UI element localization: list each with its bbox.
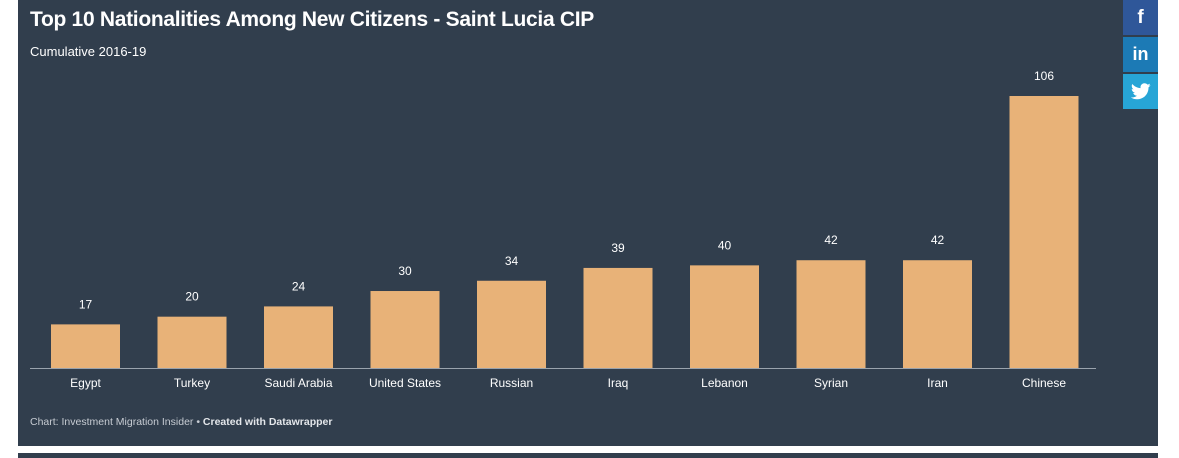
category-label: Chinese [1022, 376, 1066, 390]
category-label: Lebanon [701, 376, 748, 390]
value-label: 39 [611, 241, 625, 255]
bar-chart: 17 Egypt 20 Turkey 24 Saudi Arabia 30 United St… [30, 69, 1096, 390]
value-label: 42 [824, 233, 838, 247]
value-label: 42 [931, 233, 945, 247]
twitter-share-button[interactable] [1123, 74, 1158, 109]
bottom-divider [18, 453, 1158, 458]
category-label: Egypt [70, 376, 101, 390]
value-label: 20 [185, 290, 199, 304]
chart-footer: Chart: Investment Migration Insider • Cr… [30, 416, 332, 428]
bar-lebanon [690, 265, 759, 368]
value-label: 106 [1034, 69, 1054, 83]
category-label: Turkey [174, 376, 210, 390]
bar-egypt [51, 324, 120, 368]
value-label: 30 [398, 264, 412, 278]
facebook-share-button[interactable]: f [1123, 0, 1158, 35]
twitter-icon [1130, 83, 1151, 100]
bar-syrian [796, 260, 866, 368]
linkedin-share-button[interactable]: in [1123, 37, 1158, 72]
chart-panel: Top 10 Nationalities Among New Citizens … [18, 0, 1158, 446]
datawrapper-credit: Created with Datawrapper [202, 416, 333, 428]
value-label: 40 [718, 238, 732, 252]
value-label: 17 [79, 297, 93, 311]
category-label: United States [369, 376, 441, 390]
bar-turkey [157, 316, 227, 368]
category-label: Syrian [814, 376, 848, 390]
category-label: Iran [927, 376, 948, 390]
bar-united-states [370, 291, 440, 368]
bar-chinese [1009, 96, 1079, 368]
chart-title: Top 10 Nationalities Among New Citizens … [30, 8, 594, 31]
category-label: Iraq [608, 376, 629, 390]
value-label: 24 [292, 279, 306, 293]
bar-iraq [583, 267, 653, 368]
linkedin-icon: in [1132, 44, 1149, 64]
category-label: Saudi Arabia [264, 376, 332, 390]
bar-saudi-arabia [264, 306, 333, 368]
facebook-icon: f [1137, 6, 1144, 28]
bar-iran [903, 260, 972, 368]
chart-subtitle: Cumulative 2016-19 [30, 44, 147, 59]
source-text: Chart: Investment Migration Insider • [30, 416, 203, 428]
category-label: Russian [490, 376, 533, 390]
value-label: 34 [505, 254, 519, 268]
bar-russian [477, 280, 546, 368]
